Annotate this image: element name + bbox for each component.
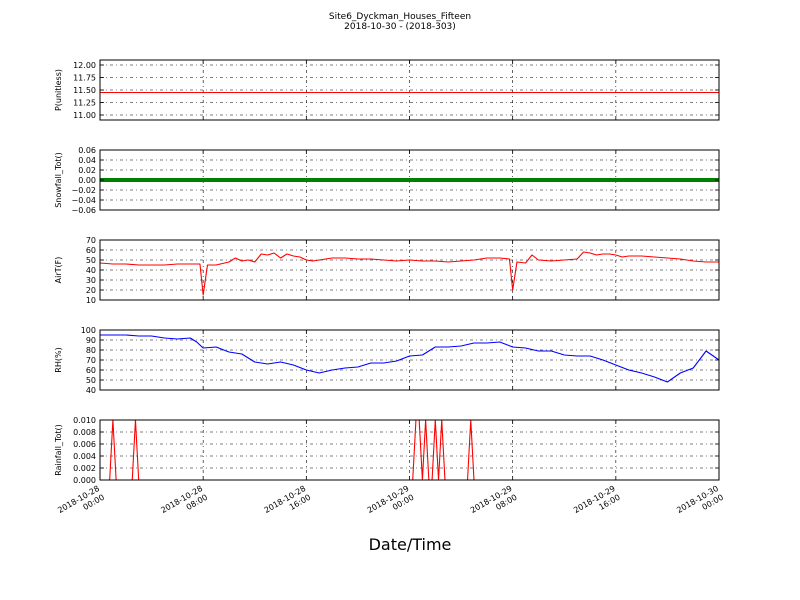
y-tick-label: 50 xyxy=(86,256,96,265)
y-tick-label: 11.00 xyxy=(73,111,96,120)
y-axis-label: P(unitless) xyxy=(54,69,63,111)
panel-5: 0.000 0.002 0.004 0.006 0.008 0.010 Rainfall_T… xyxy=(54,416,720,485)
y-axis-label: Rainfall_Tot() xyxy=(54,424,63,476)
y-tick-label: 0.02 xyxy=(78,166,96,175)
x-axis-label: Date/Time xyxy=(369,535,452,554)
y-tick-label: 40 xyxy=(86,386,96,395)
y-tick-label: 0.000 xyxy=(73,476,96,485)
y-tick-label: 50 xyxy=(86,376,96,385)
y-tick-label: 80 xyxy=(86,346,96,355)
y-tick-label: 70 xyxy=(86,236,96,245)
y-tick-label: −0.02 xyxy=(71,186,96,195)
y-tick-label: 0.06 xyxy=(78,146,96,155)
y-tick-label: 0.008 xyxy=(73,428,96,437)
panels: 11.00 11.25 11.50 11.75 12.00 P(unitless) −0.0… xyxy=(54,59,720,485)
y-axis-label: RH(%) xyxy=(54,347,63,372)
y-tick-label: −0.06 xyxy=(71,206,96,215)
panel-2: −0.06−0.04−0.020.000.020.040.06 Snowfall_… xyxy=(54,146,720,215)
series-line-3 xyxy=(99,251,719,296)
y-tick-label: 0.04 xyxy=(78,156,96,165)
y-tick-label: 90 xyxy=(86,336,96,345)
y-tick-label: 0.00 xyxy=(78,176,96,185)
y-tick-label: 11.50 xyxy=(73,86,96,95)
y-tick-label: 0.004 xyxy=(73,452,96,461)
y-tick-label: 60 xyxy=(86,246,96,255)
y-tick-label: 100 xyxy=(81,326,96,335)
y-tick-label: 0.006 xyxy=(73,440,96,449)
y-tick-label: 10 xyxy=(86,296,96,305)
chart-title: Site6_Dyckman_Houses_Fifteen xyxy=(329,12,471,22)
y-tick-label: 12.00 xyxy=(73,61,96,70)
y-tick-label: 11.25 xyxy=(73,99,96,108)
series-line-4 xyxy=(100,334,720,383)
y-tick-label: 70 xyxy=(86,356,96,365)
y-axis-label: AirT(F) xyxy=(54,257,63,284)
y-tick-label: 0.010 xyxy=(73,416,96,425)
y-tick-label: 40 xyxy=(86,266,96,275)
y-tick-label: 30 xyxy=(86,276,96,285)
y-tick-label: 60 xyxy=(86,366,96,375)
y-tick-label: 0.002 xyxy=(73,464,96,473)
y-tick-label: 20 xyxy=(86,286,96,295)
chart-subtitle: 2018-10-30 - (2018-303) xyxy=(344,22,456,32)
y-axis-label: Snowfall_Tot() xyxy=(54,152,63,208)
y-tick-label: −0.04 xyxy=(71,196,96,205)
y-tick-label: 11.75 xyxy=(73,74,96,83)
panel-1: 11.00 11.25 11.50 11.75 12.00 P(unitless) xyxy=(54,59,720,121)
